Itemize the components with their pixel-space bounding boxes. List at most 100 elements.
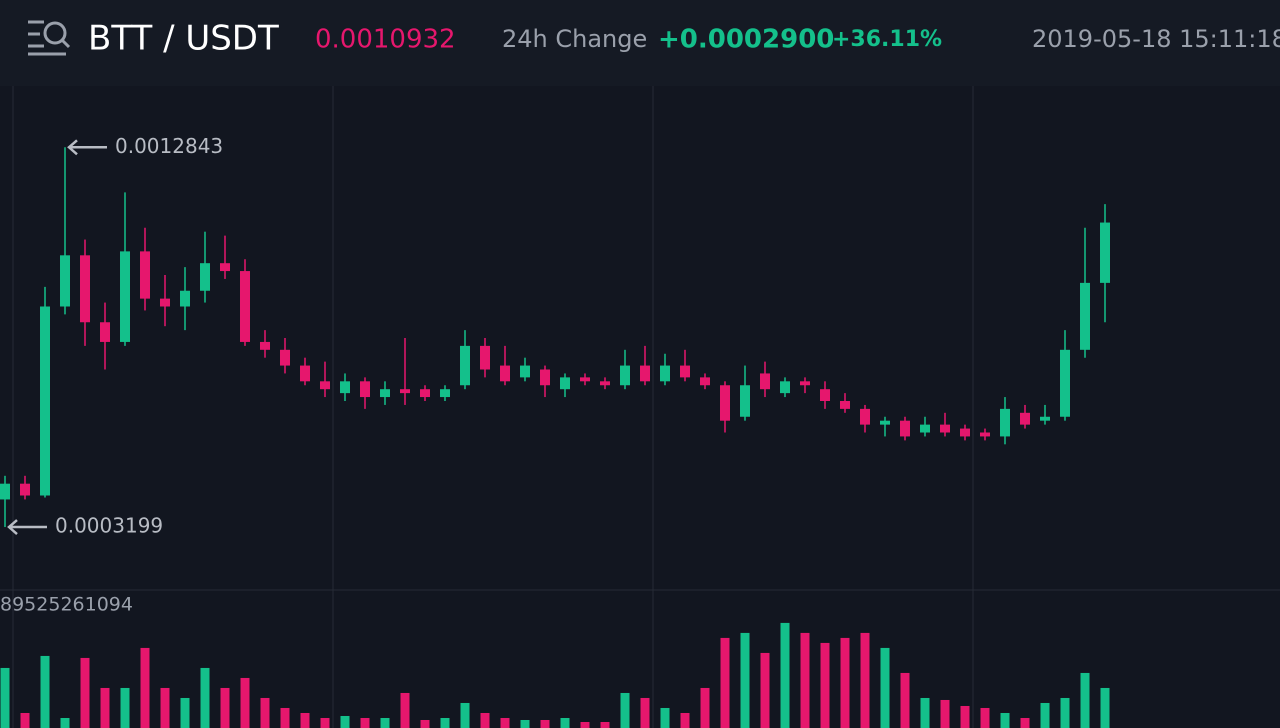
volume-bar <box>240 677 250 728</box>
candle-body <box>100 322 110 342</box>
volume-bar <box>420 719 430 728</box>
candle-body <box>1100 222 1110 283</box>
candle-body <box>660 365 670 382</box>
candle-body <box>1060 349 1070 417</box>
candle-body <box>740 385 750 417</box>
volume-bar <box>560 717 570 728</box>
candle-body <box>780 381 790 394</box>
candle-body <box>900 420 910 437</box>
candle-body <box>160 298 170 307</box>
volume-bar <box>860 632 870 728</box>
volume-bar <box>820 642 830 728</box>
candle-body <box>920 424 930 433</box>
volume-bar <box>740 632 750 728</box>
volume-bar <box>40 655 50 728</box>
candle-body <box>960 428 970 437</box>
candle-body <box>20 483 30 496</box>
candle-body <box>520 365 530 378</box>
candle-body <box>280 349 290 366</box>
candle-body <box>580 377 590 382</box>
volume-bar <box>840 637 850 728</box>
volume-bar <box>300 712 310 728</box>
candle-body <box>940 424 950 433</box>
volume-bar <box>720 637 730 728</box>
volume-bar <box>520 719 530 728</box>
candle-body <box>1000 408 1010 437</box>
candle-body <box>680 365 690 378</box>
volume-max-label: 89525261094 <box>0 594 133 616</box>
candle-body <box>600 381 610 386</box>
volume-bar <box>960 705 970 728</box>
volume-bar <box>640 697 650 728</box>
volume-bar <box>980 707 990 728</box>
volume-bar <box>440 717 450 728</box>
volume-bar <box>900 672 910 728</box>
volume-bar <box>100 687 110 728</box>
candle-body <box>200 263 210 291</box>
candle-body <box>420 389 430 398</box>
volume-bar <box>1000 712 1010 728</box>
candle-body <box>380 389 390 398</box>
candle-body <box>140 251 150 299</box>
volume-bar <box>120 687 130 728</box>
candle-body <box>700 377 710 386</box>
candle-body <box>360 381 370 398</box>
candle-body <box>440 389 450 398</box>
candle-body <box>980 432 990 437</box>
volume-bar <box>180 697 190 728</box>
volume-bar <box>20 712 30 728</box>
candle-body <box>720 385 730 421</box>
volume-bar <box>780 622 790 728</box>
change: +0.0002900 <box>658 25 834 55</box>
volume-bar <box>940 699 950 728</box>
candle-body <box>1020 412 1030 425</box>
volume-bar <box>480 712 490 728</box>
candle-body <box>800 381 810 386</box>
candle-body <box>840 401 850 409</box>
volume-bar <box>320 717 330 728</box>
volume-bar <box>260 697 270 728</box>
price-arrow <box>7 519 47 535</box>
candle-body <box>340 381 350 394</box>
volume-bar <box>1080 672 1090 728</box>
time: 2019-05-18 15:11:18 <box>1032 25 1280 53</box>
volume-bar <box>1100 687 1110 728</box>
price-annotation: 0.0012843 <box>115 134 223 158</box>
volume-bar <box>760 652 770 728</box>
candle-body <box>1080 282 1090 350</box>
volume-bar <box>380 717 390 728</box>
candle-body <box>760 373 770 390</box>
candle-body <box>460 345 470 386</box>
volume-bar <box>360 717 370 728</box>
volume-bar <box>0 667 10 728</box>
candle-body <box>300 365 310 382</box>
volume-bar <box>80 657 90 728</box>
candle-body <box>180 290 190 307</box>
candle-body <box>80 255 90 323</box>
volume-bar <box>880 647 890 728</box>
candle-body <box>880 420 890 425</box>
candle-body <box>540 369 550 386</box>
volume-bar <box>600 721 610 728</box>
volume-bar <box>140 647 150 728</box>
menu-icon[interactable] <box>28 20 71 56</box>
volume-bar <box>160 687 170 728</box>
volume-bar <box>340 715 350 728</box>
volume-bar <box>620 692 630 728</box>
volume-bar <box>680 712 690 728</box>
volume-bar <box>700 687 710 728</box>
price-arrow <box>67 139 107 156</box>
change-pct: +36.11% <box>832 27 942 52</box>
volume-bar <box>400 692 410 728</box>
volume-bar <box>1040 702 1050 728</box>
candle-body <box>820 389 830 401</box>
candle-body <box>320 381 330 390</box>
pair[interactable]: BTT / USDT <box>88 19 279 59</box>
candle-body <box>400 389 410 394</box>
volume-bar <box>60 717 70 728</box>
change-label: 24h Change <box>502 25 647 53</box>
candle-body <box>120 251 130 342</box>
candle-body <box>480 345 490 370</box>
volume-bar <box>580 721 590 728</box>
